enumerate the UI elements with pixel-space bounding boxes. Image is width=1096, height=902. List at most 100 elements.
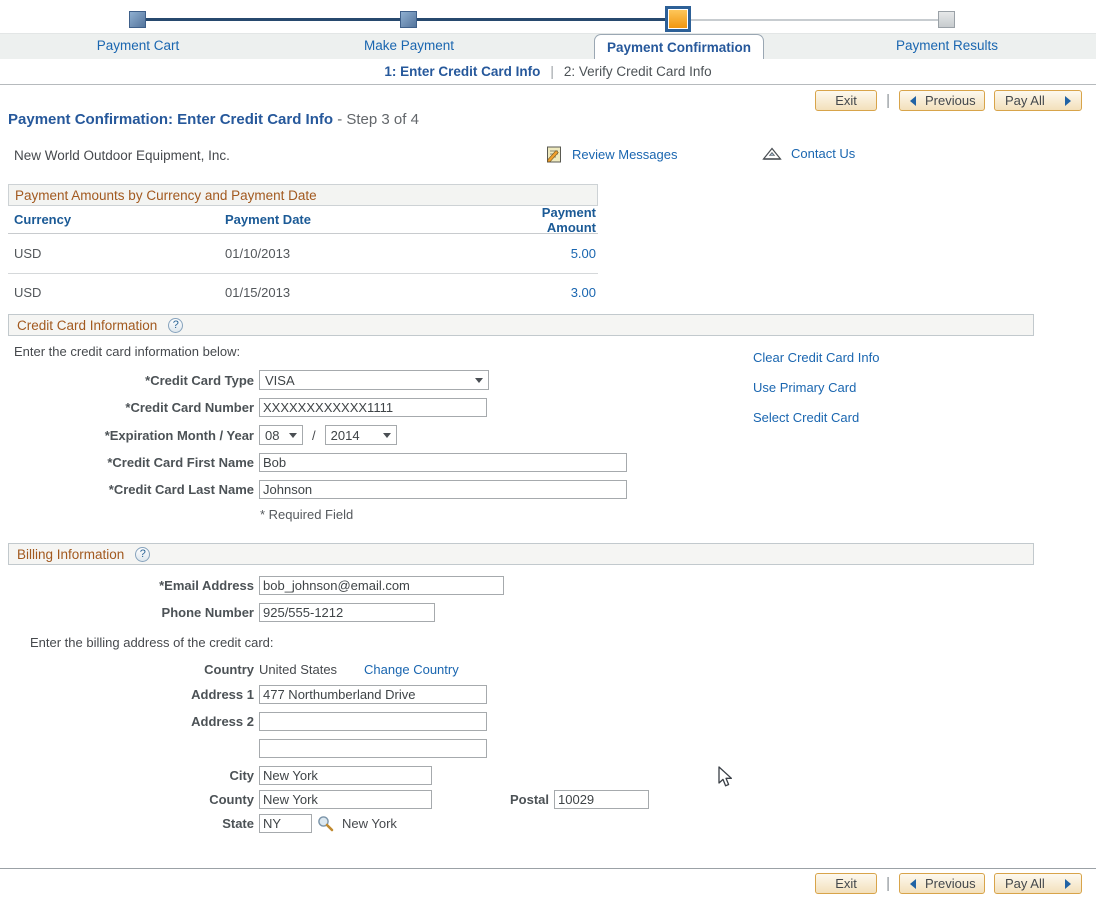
credit-card-type-row: *Credit Card Type VISA xyxy=(8,370,1096,390)
cell-payment-amount-link[interactable]: 3.00 xyxy=(570,284,596,300)
state-input[interactable] xyxy=(259,814,312,833)
postal-label: Postal xyxy=(509,792,549,807)
county-input[interactable] xyxy=(259,790,432,809)
review-messages-group[interactable]: Review Messages xyxy=(546,146,678,163)
county-label: County xyxy=(209,792,254,807)
select-credit-card-link[interactable]: Select Credit Card xyxy=(753,410,860,425)
pay-all-button-label: Pay All xyxy=(1005,93,1045,108)
previous-button[interactable]: Previous xyxy=(899,90,985,111)
address1-input[interactable] xyxy=(259,685,487,704)
phone-field[interactable] xyxy=(259,603,435,622)
credit-card-instruction: Enter the credit card information below: xyxy=(14,344,241,359)
company-name: New World Outdoor Equipment, Inc. xyxy=(14,148,230,163)
page-title: Payment Confirmation: Enter Credit Card … xyxy=(8,111,1096,128)
step-tab-payment-confirmation[interactable]: Payment Confirmation xyxy=(594,34,764,59)
last-name-input[interactable] xyxy=(259,480,627,499)
expiration-separator: / xyxy=(312,427,316,443)
magnifier-icon xyxy=(318,816,334,832)
page-title-step: - Step 3 of 4 xyxy=(337,111,419,128)
email-field[interactable] xyxy=(259,576,504,595)
step-label-payment-results[interactable]: Payment Results xyxy=(895,38,999,53)
exit-button[interactable]: Exit xyxy=(815,90,878,111)
address1-row: Address 1 xyxy=(8,685,1096,704)
payment-amounts-caption: Payment Amounts by Currency and Payment … xyxy=(8,184,598,206)
step-label-strip xyxy=(0,33,1096,59)
use-primary-card-link[interactable]: Use Primary Card xyxy=(753,380,857,395)
state-label: State xyxy=(222,816,254,831)
step-label-payment-cart[interactable]: Payment Cart xyxy=(96,38,180,53)
pay-all-button[interactable]: Pay All xyxy=(994,90,1082,111)
expiration-year-select[interactable]: 2014 xyxy=(324,425,397,445)
previous-button-label: Previous xyxy=(925,876,976,891)
pay-all-arrow-icon xyxy=(1065,878,1071,889)
review-messages-link[interactable]: Review Messages xyxy=(572,147,678,162)
bottom-divider xyxy=(0,868,1096,869)
city-row: City xyxy=(8,766,1096,785)
credit-card-number-label: *Credit Card Number xyxy=(125,400,254,415)
credit-card-number-row: *Credit Card Number xyxy=(8,398,1096,417)
first-name-input[interactable] xyxy=(259,453,627,472)
contact-us-group[interactable]: Contact Us xyxy=(762,146,855,161)
clear-credit-card-info-link[interactable]: Clear Credit Card Info xyxy=(753,350,880,365)
credit-card-help-icon[interactable]: ? xyxy=(168,317,184,333)
first-name-row: *Credit Card First Name xyxy=(8,453,1096,472)
state-lookup-button[interactable] xyxy=(317,815,334,832)
credit-card-type-label: *Credit Card Type xyxy=(145,372,254,388)
address3-row xyxy=(8,739,1096,758)
previous-button[interactable]: Previous xyxy=(899,873,985,894)
top-toolbar: Exit | Previous Pay All xyxy=(815,90,1082,111)
address1-label: Address 1 xyxy=(191,687,254,702)
step-marker-payment-cart xyxy=(129,11,146,28)
substep-enter-credit-card-info: 1: Enter Credit Card Info xyxy=(384,64,541,79)
bottom-toolbar: Exit | Previous Pay All xyxy=(815,873,1082,894)
required-field-note: * Required Field xyxy=(260,507,354,522)
county-row: County Postal xyxy=(8,790,1096,809)
credit-card-number-input[interactable] xyxy=(259,398,487,417)
step-marker-make-payment xyxy=(400,11,417,28)
previous-arrow-icon xyxy=(910,878,916,889)
billing-help-icon[interactable]: ? xyxy=(135,546,151,562)
billing-section-body: *Email Address Phone Number Enter the bi… xyxy=(0,576,1096,833)
previous-arrow-icon xyxy=(910,95,916,106)
credit-card-type-select[interactable]: VISA xyxy=(259,370,489,390)
postal-input[interactable] xyxy=(554,790,649,809)
page-title-main: Payment Confirmation: Enter Credit Card … xyxy=(8,111,334,128)
credit-card-section-header: Credit Card Information ? xyxy=(8,314,1034,336)
cell-payment-date: 01/15/2013 xyxy=(225,284,291,300)
change-country-link[interactable]: Change Country xyxy=(364,662,459,677)
toolbar-separator: | xyxy=(886,92,890,109)
table-row: USD 01/15/2013 3.00 xyxy=(8,274,598,310)
contact-us-link[interactable]: Contact Us xyxy=(791,146,856,161)
address3-input[interactable] xyxy=(259,739,487,758)
expiration-month-value: 08 xyxy=(265,427,280,443)
payment-amounts-header-row: Currency Payment Date Payment Amount xyxy=(8,205,598,235)
contact-us-icon xyxy=(762,147,782,160)
chevron-down-icon xyxy=(475,378,483,387)
company-row: New World Outdoor Equipment, Inc. Review… xyxy=(0,146,1096,166)
substep-separator: | xyxy=(550,64,554,79)
address2-label: Address 2 xyxy=(191,714,254,729)
billing-section-header: Billing Information ? xyxy=(8,543,1034,565)
chevron-down-icon xyxy=(289,433,297,442)
step-label-make-payment[interactable]: Make Payment xyxy=(363,38,455,53)
col-header-currency: Currency xyxy=(14,212,72,227)
address2-row: Address 2 xyxy=(8,712,1096,731)
email-label: *Email Address xyxy=(159,578,254,593)
step-marker-payment-results xyxy=(938,11,955,28)
expiration-month-select[interactable]: 08 xyxy=(259,425,303,445)
substep-bar: 1: Enter Credit Card Info | 2: Verify Cr… xyxy=(0,59,1096,85)
payment-amounts-table: Payment Amounts by Currency and Payment … xyxy=(8,184,598,310)
pay-all-button[interactable]: Pay All xyxy=(994,873,1082,894)
state-name-text: New York xyxy=(342,816,397,831)
cell-payment-amount-link[interactable]: 5.00 xyxy=(570,246,596,261)
expiration-label: *Expiration Month / Year xyxy=(104,427,254,443)
country-value: United States xyxy=(259,662,338,677)
state-row: State New York xyxy=(8,814,1096,833)
address2-input[interactable] xyxy=(259,712,487,731)
pay-all-arrow-icon xyxy=(1065,95,1071,106)
city-input[interactable] xyxy=(259,766,432,785)
email-row: *Email Address xyxy=(8,576,1096,595)
credit-card-section-body: Enter the credit card information below:… xyxy=(0,344,1096,522)
country-label: Country xyxy=(204,662,254,677)
exit-button[interactable]: Exit xyxy=(815,873,878,894)
